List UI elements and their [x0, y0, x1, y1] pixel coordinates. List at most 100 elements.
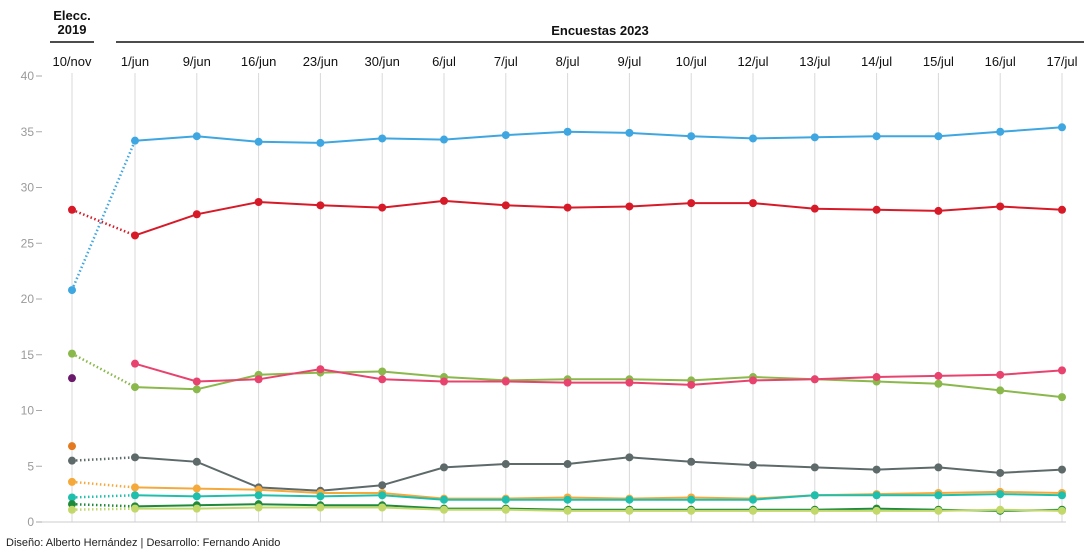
data-point	[254, 503, 263, 512]
data-point	[254, 137, 263, 146]
data-point	[131, 383, 139, 392]
data-point	[501, 505, 510, 514]
data-point	[1058, 123, 1066, 132]
data-point	[68, 456, 76, 465]
data-point	[872, 373, 881, 382]
y-tick-label: 5	[27, 459, 34, 473]
data-point	[687, 199, 696, 208]
data-point	[316, 138, 325, 147]
data-point	[131, 453, 139, 462]
data-point	[996, 202, 1005, 211]
data-point	[440, 495, 448, 504]
data-point	[625, 506, 634, 515]
data-point	[872, 491, 881, 500]
data-point	[316, 503, 325, 512]
data-point	[996, 490, 1005, 499]
data-point	[501, 377, 510, 386]
series-line	[134, 503, 1063, 512]
series-line	[135, 506, 1063, 512]
y-tick-label: 25	[21, 236, 35, 250]
y-tick-label: 0	[27, 515, 34, 529]
data-point	[625, 495, 634, 504]
y-tick-label: 40	[21, 69, 35, 83]
series-line	[134, 362, 1063, 386]
data-point	[131, 504, 139, 513]
y-tick-label: 20	[21, 292, 35, 306]
y-axis: 0 5 10 15 20 25 30 35 40	[21, 69, 42, 529]
data-point	[131, 136, 139, 145]
data-point	[192, 132, 201, 141]
series-line	[134, 456, 1063, 492]
data-point	[192, 210, 201, 219]
data-point	[1058, 491, 1066, 500]
data-point	[810, 133, 819, 142]
x-tick-label: 8/jul	[556, 54, 580, 69]
elecc-header-line1: Elecc.	[53, 8, 91, 23]
x-tick-label: 23/jun	[303, 54, 338, 69]
data-point	[625, 202, 634, 211]
series-lines	[70, 126, 1063, 512]
data-point	[68, 349, 76, 358]
x-tick-label: 16/jul	[985, 54, 1016, 69]
x-tick-label: 10/nov	[52, 54, 92, 69]
x-axis: 10/nov 1/jun 9/jun 16/jun 23/jun 30/jun 6/jul 7…	[52, 54, 1077, 69]
data-point	[501, 201, 510, 210]
data-point	[872, 205, 881, 214]
data-point	[254, 485, 263, 494]
data-point	[563, 506, 572, 515]
data-point	[810, 506, 819, 515]
data-point	[192, 385, 201, 394]
data-point	[440, 135, 448, 144]
data-point	[68, 500, 76, 509]
data-point	[625, 128, 634, 137]
series-connector-dotted	[71, 502, 136, 508]
data-point	[996, 386, 1005, 395]
elecc-header-line2: 2019	[57, 22, 87, 37]
data-point	[749, 134, 757, 143]
data-point	[749, 376, 757, 385]
data-point	[192, 504, 201, 513]
data-point	[687, 132, 696, 141]
data-point	[872, 465, 881, 474]
data-point	[625, 453, 634, 462]
data-point	[254, 375, 263, 384]
y-tick-label: 15	[21, 348, 35, 362]
series-connector-dotted	[71, 352, 136, 389]
series-points	[68, 123, 1066, 515]
y-tick-label: 35	[21, 125, 35, 139]
credit-line: Diseño: Alberto Hernández | Desarrollo: …	[6, 537, 281, 549]
data-point	[378, 481, 387, 490]
data-point	[996, 468, 1005, 477]
series-connector-dotted	[71, 480, 136, 489]
data-point	[192, 457, 201, 466]
x-tick-label: 12/jul	[737, 54, 768, 69]
data-point	[501, 131, 510, 140]
data-point	[378, 503, 387, 512]
data-point	[563, 495, 572, 504]
data-point	[810, 491, 819, 500]
series-connector-dotted	[70, 140, 137, 291]
data-point	[316, 492, 325, 501]
data-point	[1058, 393, 1066, 402]
data-point	[440, 463, 448, 472]
data-point	[749, 495, 757, 504]
data-point	[131, 231, 139, 240]
series-connector-dotted	[71, 208, 136, 237]
encuestas-2023-header: Encuestas 2023	[551, 23, 649, 38]
data-point	[192, 492, 201, 501]
data-point	[934, 506, 943, 515]
data-point	[1058, 205, 1066, 214]
data-point	[254, 491, 263, 500]
data-point	[1058, 465, 1066, 474]
data-point	[192, 484, 201, 493]
data-point	[934, 463, 943, 472]
series-connector-dotted	[71, 456, 136, 462]
data-point	[934, 379, 943, 388]
data-point	[810, 463, 819, 472]
data-point	[378, 375, 387, 384]
x-tick-label: 10/jul	[676, 54, 707, 69]
data-point	[996, 505, 1005, 514]
data-point	[131, 491, 139, 500]
data-point	[563, 460, 572, 469]
x-tick-label: 15/jul	[923, 54, 954, 69]
